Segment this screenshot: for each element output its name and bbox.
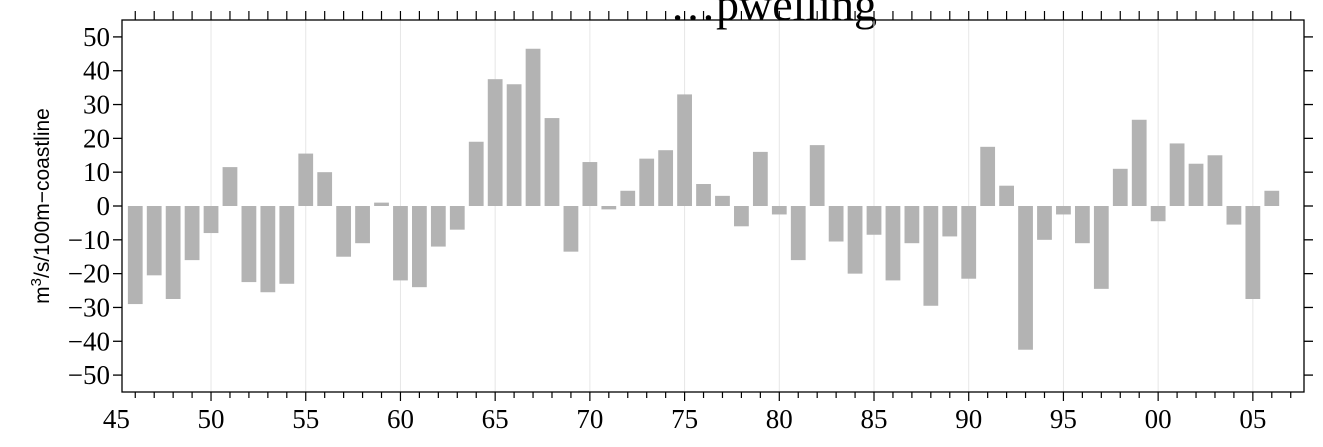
y-tick-label: −30 xyxy=(68,292,110,322)
bar xyxy=(1188,163,1204,206)
bar xyxy=(847,206,863,274)
bar xyxy=(1169,143,1185,206)
bar xyxy=(1037,206,1052,240)
bar xyxy=(601,206,617,210)
y-axis-label-superscript: 3 xyxy=(28,278,45,286)
x-tick-label: 75 xyxy=(671,404,698,434)
x-tick-label: 90 xyxy=(955,404,982,434)
bar xyxy=(752,151,768,206)
bar xyxy=(620,190,636,206)
bar xyxy=(885,206,901,281)
bar xyxy=(1056,206,1071,215)
x-tick-label: 95 xyxy=(1050,404,1077,434)
bar xyxy=(1226,206,1242,225)
bar xyxy=(1112,168,1128,206)
bar xyxy=(582,162,598,206)
bar xyxy=(1245,206,1261,299)
bar xyxy=(923,206,939,306)
bar xyxy=(241,206,257,283)
bar xyxy=(715,195,730,206)
x-tick-label: 70 xyxy=(576,404,603,434)
bar xyxy=(544,118,560,206)
y-tick-label: −20 xyxy=(68,259,110,289)
y-axis-label: m3/s/100m−coastline xyxy=(28,108,54,304)
bar xyxy=(563,206,579,252)
x-tick-label: 65 xyxy=(482,404,509,434)
bar xyxy=(1131,119,1147,206)
bar xyxy=(393,206,408,281)
y-tick-label: −50 xyxy=(68,360,110,390)
bar xyxy=(487,79,503,206)
bar xyxy=(696,184,711,206)
bar xyxy=(127,206,143,305)
bar xyxy=(1150,206,1166,222)
bar xyxy=(317,172,333,206)
bar xyxy=(658,150,674,206)
bar xyxy=(260,206,276,293)
x-tick-label: 85 xyxy=(861,404,888,434)
bar xyxy=(279,206,295,284)
y-tick-label: 20 xyxy=(83,123,110,153)
bar xyxy=(734,206,749,227)
bar xyxy=(525,48,541,206)
bar xyxy=(790,206,806,261)
bar xyxy=(146,206,162,276)
y-tick-label: 30 xyxy=(83,90,110,120)
x-tick-label: 00 xyxy=(1145,404,1172,434)
bar xyxy=(771,206,787,215)
bar xyxy=(961,206,977,279)
x-tick-label: 55 xyxy=(292,404,319,434)
bar xyxy=(430,206,446,247)
x-tick-label: 80 xyxy=(766,404,793,434)
bar xyxy=(866,206,882,235)
bar xyxy=(809,145,825,206)
bar xyxy=(184,206,200,261)
x-tick-label: 45 xyxy=(103,404,130,434)
bar xyxy=(828,206,844,242)
y-tick-label: 0 xyxy=(97,191,111,221)
bar xyxy=(677,94,692,206)
y-tick-label: −40 xyxy=(68,326,110,356)
bar xyxy=(1093,206,1109,289)
y-axis-label-rest: /s/100m−coastline xyxy=(31,108,54,278)
x-tick-label: 05 xyxy=(1239,404,1266,434)
bar xyxy=(639,158,655,206)
y-tick-label: 40 xyxy=(83,56,110,86)
y-tick-label: 50 xyxy=(83,22,110,52)
bar xyxy=(980,146,996,206)
axes xyxy=(113,11,1313,401)
bar xyxy=(904,206,920,244)
bar xyxy=(1074,206,1090,244)
chart-title: …pwelling xyxy=(670,0,877,30)
y-tick-label: −10 xyxy=(68,225,110,255)
bar xyxy=(298,153,314,206)
bar xyxy=(999,185,1014,206)
bar xyxy=(374,202,389,206)
y-tick-label: 10 xyxy=(83,157,110,187)
bar xyxy=(1207,155,1223,206)
y-axis-label-base: m xyxy=(31,286,54,304)
bar xyxy=(942,206,958,237)
bar xyxy=(355,206,370,244)
bar xyxy=(1264,190,1280,206)
bar xyxy=(1018,206,1033,350)
x-tick-label: 50 xyxy=(198,404,225,434)
bar xyxy=(222,167,238,206)
bar xyxy=(336,206,352,257)
x-tick-label: 60 xyxy=(387,404,414,434)
bar xyxy=(203,206,219,234)
bar xyxy=(412,206,427,288)
bar xyxy=(506,84,522,206)
bar xyxy=(165,206,181,299)
x-tick-labels: 45 50 55 60 65 70 75 80 85 90 95 00 05 xyxy=(103,404,1267,434)
bar xyxy=(449,206,465,230)
bars xyxy=(127,48,1280,350)
bar xyxy=(468,141,484,206)
